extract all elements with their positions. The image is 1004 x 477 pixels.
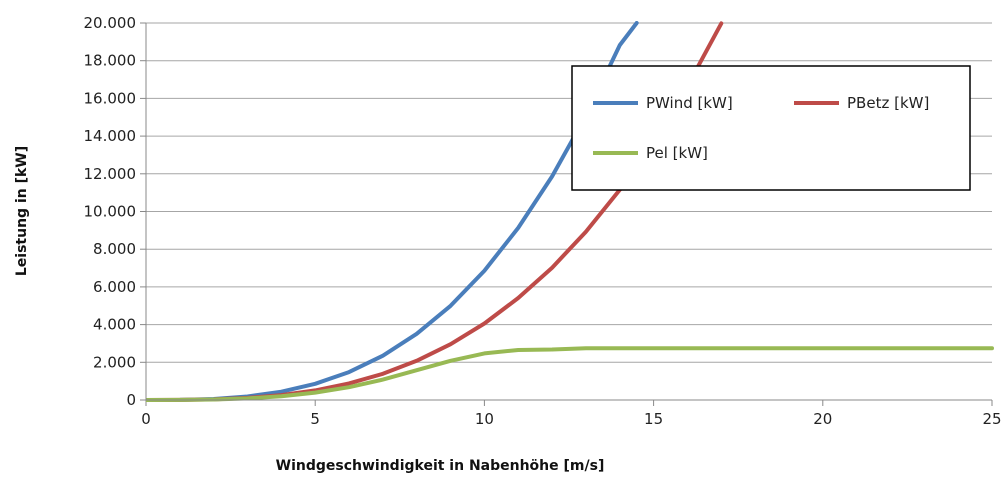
y-tick-label: 16.000 — [84, 89, 137, 107]
x-tick-label: 20 — [813, 410, 832, 428]
series-line-pel — [146, 346, 994, 402]
y-tick-label: 18.000 — [84, 52, 137, 70]
x-tick-label: 5 — [310, 410, 320, 428]
y-tick-label: 0 — [126, 391, 136, 409]
legend: PWind [kW] PBetz [kW] Pel [kW] — [571, 65, 971, 191]
legend-label-pbetz: PBetz [kW] — [847, 94, 929, 112]
x-tick-label: 0 — [141, 410, 151, 428]
x-tick-label: 25 — [982, 410, 1001, 428]
y-tick-label: 6.000 — [93, 278, 136, 296]
y-axis-title: Leistung in [kW] — [14, 146, 30, 276]
y-tick-label: 8.000 — [93, 240, 136, 258]
y-tick-labels: 0 2.000 4.000 6.000 8.000 10.000 12.000 14.000 1… — [84, 14, 137, 409]
legend-box — [571, 65, 971, 191]
x-tick-labels: 0 5 10 15 20 25 — [141, 410, 1001, 428]
y-tick-label: 20.000 — [84, 14, 137, 32]
y-tick-label: 4.000 — [93, 316, 136, 334]
x-axis-title: Windgeschwindigkeit in Nabenhöhe [m/s] — [276, 458, 605, 474]
y-tick-label: 14.000 — [84, 127, 137, 145]
x-tick-label: 10 — [475, 410, 494, 428]
axes — [145, 23, 992, 401]
legend-label-pwind: PWind [kW] — [646, 94, 733, 112]
legend-label-pel: Pel [kW] — [646, 144, 708, 162]
y-tick-label: 12.000 — [84, 165, 137, 183]
y-tick-label: 2.000 — [93, 353, 136, 371]
x-tick-label: 15 — [644, 410, 663, 428]
y-tick-label: 10.000 — [84, 203, 137, 221]
